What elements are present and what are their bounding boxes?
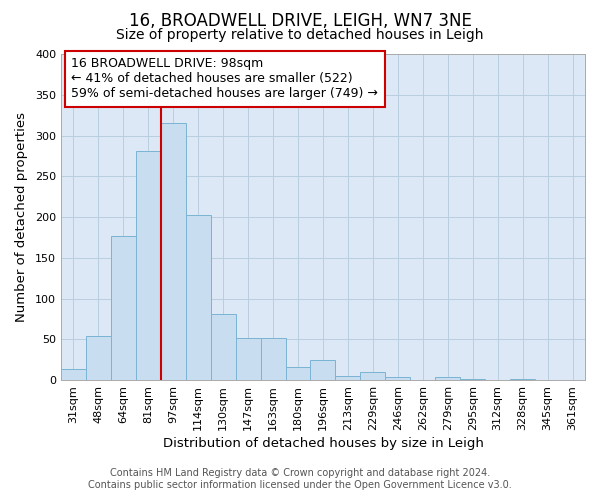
Bar	[286, 367, 310, 380]
Bar	[385, 377, 410, 380]
Bar	[111, 236, 136, 380]
Bar	[211, 314, 236, 380]
Bar	[361, 372, 385, 380]
Text: 16, BROADWELL DRIVE, LEIGH, WN7 3NE: 16, BROADWELL DRIVE, LEIGH, WN7 3NE	[128, 12, 472, 30]
Bar	[335, 376, 361, 380]
Bar	[86, 336, 111, 380]
X-axis label: Distribution of detached houses by size in Leigh: Distribution of detached houses by size …	[163, 437, 484, 450]
Bar	[260, 338, 286, 380]
Text: 16 BROADWELL DRIVE: 98sqm
← 41% of detached houses are smaller (522)
59% of semi: 16 BROADWELL DRIVE: 98sqm ← 41% of detac…	[71, 58, 378, 100]
Bar	[310, 360, 335, 380]
Text: Size of property relative to detached houses in Leigh: Size of property relative to detached ho…	[116, 28, 484, 42]
Bar	[186, 214, 211, 380]
Bar	[236, 338, 260, 380]
Text: Contains HM Land Registry data © Crown copyright and database right 2024.
Contai: Contains HM Land Registry data © Crown c…	[88, 468, 512, 490]
Bar	[61, 370, 86, 380]
Y-axis label: Number of detached properties: Number of detached properties	[15, 112, 28, 322]
Bar	[136, 151, 161, 380]
Bar	[435, 377, 460, 380]
Bar	[161, 124, 186, 380]
